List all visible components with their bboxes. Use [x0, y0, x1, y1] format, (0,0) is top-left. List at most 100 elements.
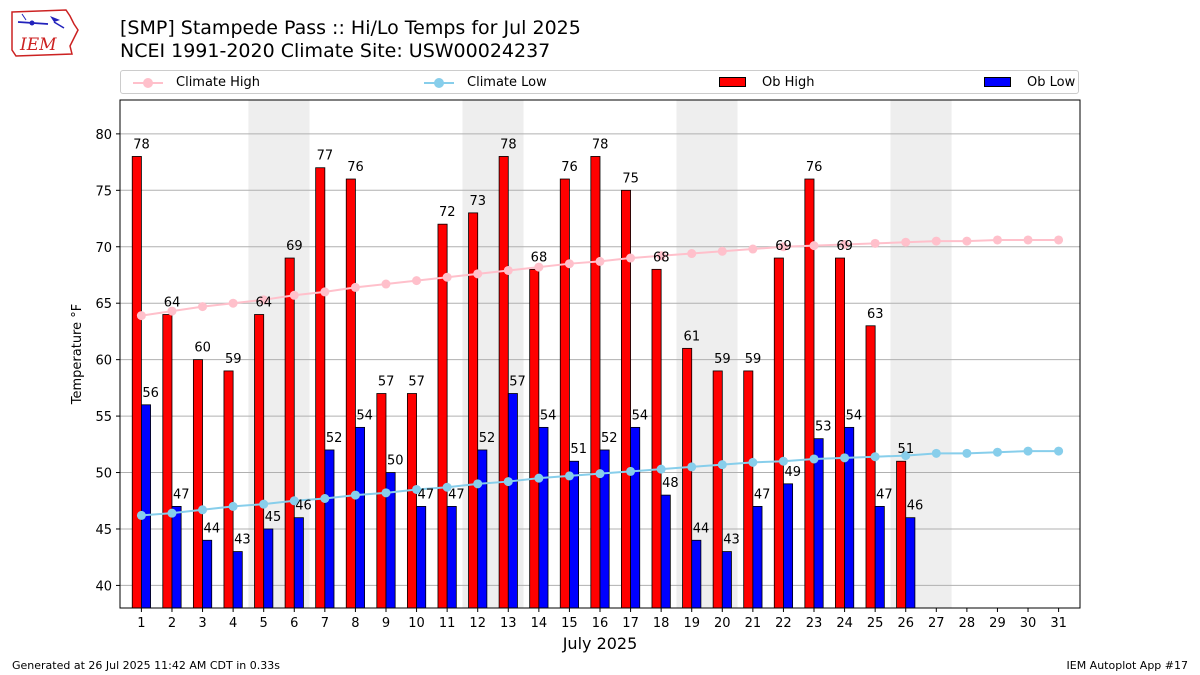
bar-ob-low — [232, 551, 243, 609]
climate-high-point — [503, 265, 513, 275]
climate-low-point — [931, 448, 941, 458]
label-ob-low: 53 — [815, 420, 832, 435]
climate-high-point — [870, 238, 880, 248]
label-ob-low: 50 — [387, 454, 404, 469]
label-ob-high: 63 — [867, 307, 884, 322]
chart-title: [SMP] Stampede Pass :: Hi/Lo Temps for J… — [120, 17, 581, 39]
climate-low-point — [1023, 446, 1033, 456]
label-ob-high: 64 — [256, 295, 273, 310]
label-ob-low: 43 — [723, 533, 740, 548]
bar-ob-high — [498, 156, 509, 609]
label-ob-high: 69 — [775, 239, 792, 254]
climate-low-point — [320, 493, 330, 503]
label-ob-low: 45 — [265, 510, 282, 525]
climate-high-point — [320, 287, 330, 297]
bar-ob-low — [477, 449, 488, 609]
climate-high-point — [778, 242, 788, 252]
bar-ob-low — [263, 528, 274, 609]
bar-ob-low — [905, 517, 916, 609]
bar-ob-low — [721, 551, 732, 609]
climate-high-point — [289, 290, 299, 300]
bar-ob-high — [529, 268, 540, 609]
climate-high-point — [687, 249, 697, 259]
climate-low-point — [289, 496, 299, 506]
y-tick-label: 50 — [95, 467, 112, 482]
label-ob-high: 77 — [317, 149, 334, 164]
climate-low-point — [503, 477, 513, 487]
climate-low-point — [442, 482, 452, 492]
climate-low-point — [534, 473, 544, 483]
bar-ob-low — [630, 426, 641, 609]
bar-ob-high — [559, 178, 570, 609]
climate-high-point — [198, 302, 208, 312]
label-ob-low: 48 — [662, 476, 679, 491]
bar-ob-high — [223, 370, 234, 609]
climate-low-point — [626, 466, 636, 476]
x-tick-label: 23 — [806, 616, 823, 631]
bar-ob-high — [651, 268, 662, 609]
y-tick-label: 80 — [95, 128, 112, 143]
y-tick-label: 65 — [95, 297, 112, 312]
bar-ob-low — [293, 517, 304, 609]
legend-label-ob-low: Ob Low — [1027, 75, 1076, 90]
x-tick-label: 28 — [959, 616, 976, 631]
x-tick-label: 3 — [198, 616, 206, 631]
x-tick-label: 14 — [531, 616, 548, 631]
x-tick-label: 8 — [351, 616, 359, 631]
x-tick-label: 21 — [745, 616, 762, 631]
bar-ob-low — [813, 438, 824, 609]
y-axis-label: Temperature °F — [70, 304, 85, 405]
bar-ob-low — [416, 505, 427, 609]
label-ob-high: 78 — [500, 137, 517, 152]
climate-low-point — [687, 462, 697, 472]
bar-ob-high — [712, 370, 723, 609]
label-ob-low: 44 — [204, 521, 221, 536]
climate-high-point — [381, 279, 391, 289]
y-tick-label: 55 — [95, 410, 112, 425]
climate-low-point — [1054, 446, 1064, 456]
iem-logo: IEM — [8, 6, 82, 60]
climate-high-point — [901, 237, 911, 247]
climate-low-point — [167, 508, 177, 518]
climate-low-point — [778, 456, 788, 466]
climate-low-point — [136, 510, 146, 520]
bar-ob-low — [324, 449, 335, 609]
x-tick-label: 16 — [592, 616, 609, 631]
x-tick-label: 31 — [1050, 616, 1067, 631]
bar-ob-high — [773, 257, 784, 609]
bar-ob-low — [569, 460, 579, 609]
label-ob-high: 64 — [164, 295, 181, 310]
climate-high-point — [228, 298, 238, 308]
label-ob-low: 54 — [356, 408, 373, 423]
climate-high-point — [350, 282, 360, 292]
bar-ob-high — [865, 325, 876, 609]
climate-low-point — [564, 471, 574, 481]
climate-low-point — [809, 454, 819, 464]
x-axis-label: July 2025 — [562, 634, 638, 653]
x-tick-label: 24 — [836, 616, 853, 631]
bar-ob-low — [691, 539, 702, 609]
label-ob-high: 75 — [622, 171, 639, 186]
bar-ob-high — [406, 393, 417, 609]
climate-high-point — [473, 269, 483, 279]
legend-label-climate-high: Climate High — [176, 75, 261, 90]
climate-high-point — [931, 236, 941, 246]
label-ob-high: 76 — [561, 160, 578, 175]
bar-ob-high — [743, 370, 754, 609]
y-tick-label: 75 — [95, 184, 112, 199]
label-ob-low: 46 — [295, 499, 312, 514]
bar-ob-high — [315, 167, 326, 609]
x-tick-label: 18 — [653, 616, 670, 631]
x-tick-label: 22 — [775, 616, 792, 631]
label-ob-low: 47 — [418, 487, 435, 502]
bar-ob-low — [538, 426, 549, 609]
climate-high-point — [259, 295, 269, 305]
x-tick-label: 29 — [989, 616, 1006, 631]
bar-ob-high — [682, 347, 693, 609]
x-tick-label: 27 — [928, 616, 945, 631]
climate-low-point — [381, 488, 391, 498]
label-ob-high: 59 — [225, 352, 242, 367]
label-ob-high: 69 — [286, 239, 303, 254]
label-ob-low: 44 — [693, 521, 710, 536]
x-tick-label: 6 — [290, 616, 298, 631]
